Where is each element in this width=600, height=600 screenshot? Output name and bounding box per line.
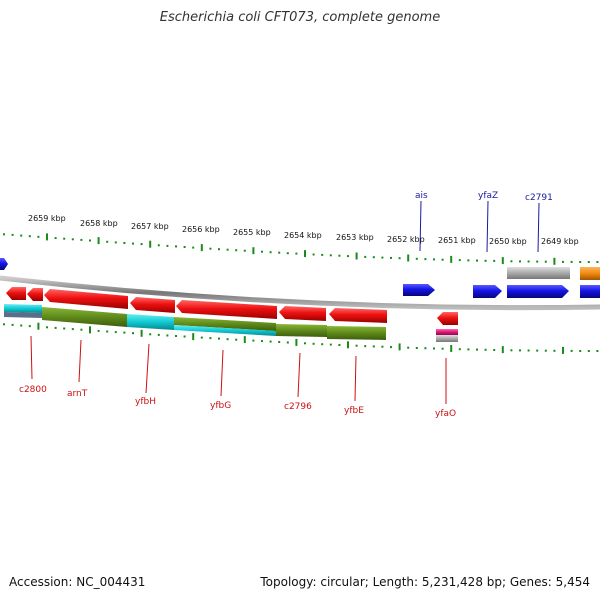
leader-line [537, 202, 540, 253]
upper-scale-ticks [3, 233, 599, 265]
gene-label-yfbg[interactable]: yfbG [210, 401, 231, 411]
scale-labels: 2659 kbp 2658 kbp 2657 kbp 2656 kbp 2655… [28, 214, 579, 246]
genome-backbone [0, 275, 600, 311]
scale-label: 2656 kbp [182, 225, 220, 234]
gene-label-c2800[interactable]: c2800 [19, 385, 47, 395]
feature-block-olive[interactable] [42, 307, 127, 327]
feature-block-cyan[interactable] [4, 304, 42, 313]
scale-label: 2653 kbp [336, 233, 374, 242]
feature-block-slate[interactable] [4, 312, 42, 318]
feature-block-orange[interactable] [580, 267, 600, 280]
gene-arrow-c2800[interactable] [6, 287, 26, 300]
scale-label: 2650 kbp [489, 237, 527, 246]
leader-line [354, 355, 357, 402]
gene-arrow-yfbh[interactable] [130, 297, 175, 313]
gene-label-c2791[interactable]: c2791 [525, 193, 553, 203]
map-title: Escherichia coli CFT073, complete genome [159, 10, 441, 25]
reverse-strand-track [6, 287, 458, 325]
scale-label: 2649 kbp [541, 237, 579, 246]
feature-block-grey[interactable] [436, 335, 458, 342]
gene-label-ais[interactable]: ais [415, 191, 428, 201]
genome-summary: Topology: circular; Length: 5,231,428 bp… [260, 575, 590, 589]
feature-block-grey[interactable] [507, 267, 570, 279]
feature-block-cyan[interactable] [174, 325, 276, 336]
gene-arrow-c2800b[interactable] [27, 288, 43, 301]
leader-line [78, 339, 82, 383]
gene-arrow-forward[interactable] [0, 258, 8, 270]
gene-label-yfao[interactable]: yfaO [435, 409, 456, 419]
feature-block-cyan[interactable] [127, 314, 174, 330]
leader-line [30, 335, 33, 380]
leader-line [145, 343, 150, 394]
feature-block-olive[interactable] [327, 326, 386, 340]
scale-label: 2654 kbp [284, 231, 322, 240]
gene-label-yfbh[interactable]: yfbH [135, 397, 156, 407]
bottom-gene-labels: c2800 arnT yfbH yfbG c2796 yfbE yfaO [19, 335, 456, 419]
gene-arrow-yfbg[interactable] [176, 300, 277, 319]
scale-label: 2651 kbp [438, 236, 476, 245]
scale-label: 2657 kbp [131, 222, 169, 231]
forward-strand-track [0, 258, 600, 298]
leader-line [297, 352, 301, 398]
lower-scale-ticks [3, 322, 599, 354]
scale-label: 2655 kbp [233, 228, 271, 237]
feature-block-magenta[interactable] [436, 329, 458, 335]
gene-arrow-arnt[interactable] [44, 289, 128, 309]
top-gene-labels: ais yfaZ c2791 [415, 191, 553, 253]
feature-block-olive[interactable] [276, 324, 327, 337]
leader-line [486, 200, 489, 253]
leader-line [419, 200, 422, 252]
gene-label-yfbe[interactable]: yfbE [344, 406, 364, 416]
feature-track [4, 304, 458, 342]
gene-arrow-yfao[interactable] [437, 312, 458, 325]
gene-label-arnt[interactable]: arnT [67, 389, 88, 399]
scale-label: 2652 kbp [387, 235, 425, 244]
scale-label: 2658 kbp [80, 219, 118, 228]
gene-arrow-forward[interactable] [580, 285, 600, 298]
feature-block-olive[interactable] [174, 317, 276, 331]
gene-arrow-c2791[interactable] [507, 285, 569, 298]
gene-arrow-yfaz[interactable] [473, 285, 502, 298]
scale-label: 2659 kbp [28, 214, 66, 223]
gene-arrow-c2796[interactable] [279, 306, 326, 321]
leader-line [220, 349, 224, 397]
gene-arrow-ais[interactable] [403, 284, 435, 296]
gene-label-c2796[interactable]: c2796 [284, 402, 312, 412]
gene-arrow-yfbe[interactable] [329, 308, 387, 323]
accession-label: Accession: NC_004431 [9, 575, 146, 589]
gene-label-yfaz[interactable]: yfaZ [478, 191, 498, 201]
